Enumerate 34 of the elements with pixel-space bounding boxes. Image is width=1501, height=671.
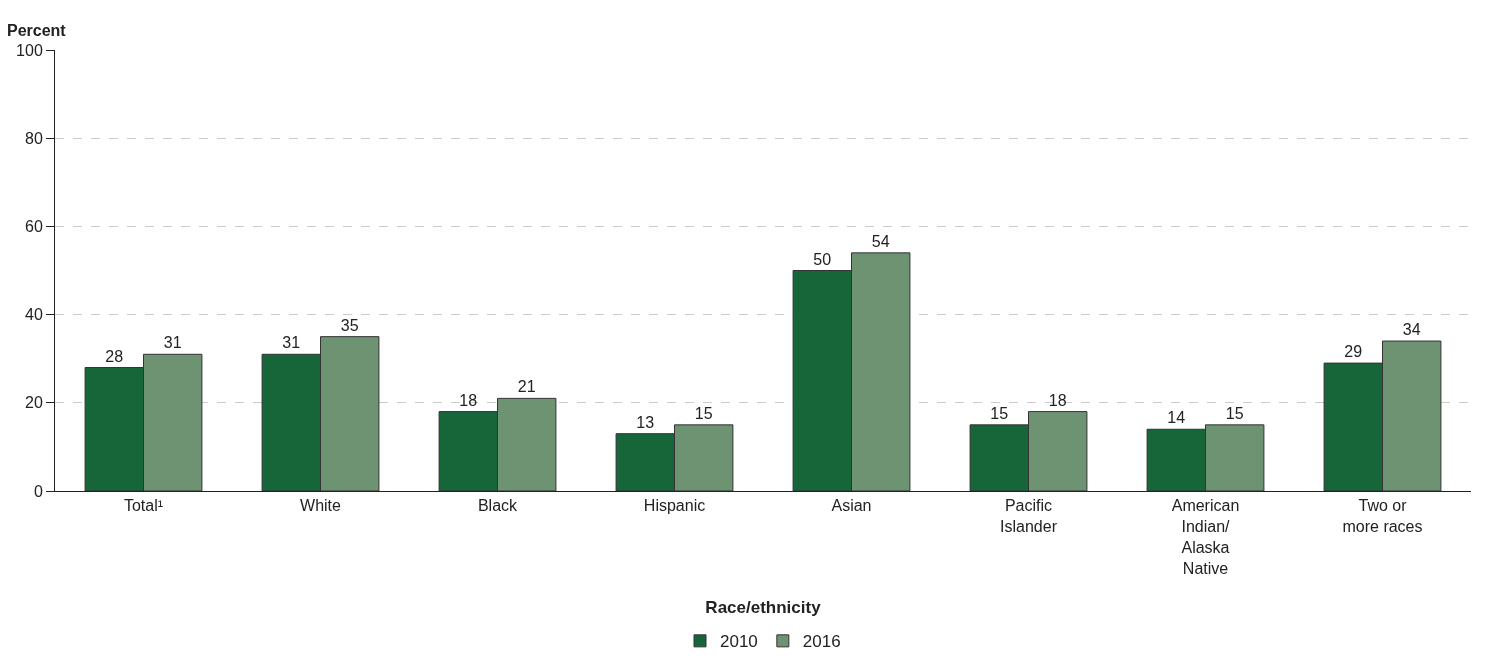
data-label: 21	[517, 378, 536, 396]
x-tick-label: American Indian/Alaska Native	[1171, 497, 1240, 577]
data-label: 35	[340, 316, 359, 334]
data-label: 54	[871, 232, 890, 250]
data-label: 13	[636, 413, 655, 431]
data-label: 18	[459, 391, 478, 409]
x-tick-label: Pacific Islander	[1000, 497, 1058, 535]
data-label: 18	[1048, 391, 1067, 409]
legend-label: 2010	[720, 632, 758, 652]
data-label: 31	[163, 334, 182, 352]
x-tick-label: Asian	[831, 497, 872, 515]
data-label: 15	[1225, 404, 1244, 422]
x-tick-label: Two or more races	[1342, 497, 1423, 535]
data-label: 50	[813, 250, 832, 268]
y-tick-label: 40	[25, 306, 43, 324]
y-tick-label: 0	[33, 482, 43, 500]
y-tick-label: 60	[25, 218, 43, 235]
data-label: 34	[1402, 321, 1421, 339]
data-label: 31	[282, 334, 301, 352]
data-label: 14	[1167, 409, 1186, 427]
x-axis-title: Race/ethnicity	[705, 598, 822, 617]
x-tick-label: Total¹	[123, 497, 164, 515]
y-tick-label: 20	[25, 394, 43, 412]
y-tick-label: 80	[25, 129, 43, 147]
y-tick-label: 100	[16, 41, 43, 59]
x-tick-label: Hispanic	[643, 497, 706, 515]
data-label: 29	[1344, 343, 1363, 361]
legend-label: 2016	[802, 632, 841, 652]
x-tick-label: White	[300, 497, 342, 515]
data-label: 15	[694, 404, 713, 422]
x-tick-label: Black	[477, 497, 519, 515]
data-label: 15	[990, 404, 1009, 422]
y-axis-title: Percent	[7, 22, 67, 39]
data-label: 28	[105, 347, 124, 365]
